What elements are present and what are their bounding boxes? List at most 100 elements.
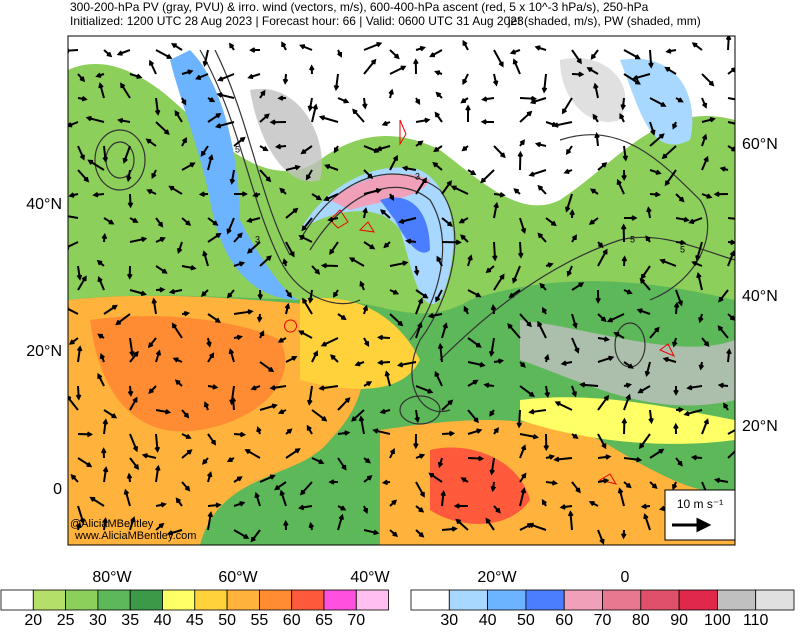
- colorbar-label: 70: [347, 612, 365, 629]
- wind-vector: [102, 418, 109, 435]
- wind-vector: [554, 401, 573, 411]
- wind-vector: [621, 255, 628, 267]
- wind-vector: [377, 359, 391, 366]
- wind-vector: [565, 193, 573, 213]
- wind-vector: [664, 66, 677, 75]
- colorbar-label: 45: [186, 612, 204, 629]
- wind-vector: [202, 457, 209, 465]
- wind-vector: [675, 457, 683, 467]
- wind-vector: [389, 193, 395, 202]
- wind-vector: [595, 289, 601, 304]
- latitude-label: 40°N: [742, 288, 778, 305]
- wind-vector: [363, 337, 370, 347]
- wind-vector: [154, 97, 161, 116]
- wind-vector: [727, 121, 735, 127]
- wind-vector: [389, 499, 398, 507]
- wind-vector: [129, 350, 139, 363]
- wind-vector: [519, 433, 539, 440]
- wind-vector: [207, 153, 214, 171]
- wind-vector: [256, 426, 262, 435]
- wind-vector: [434, 111, 443, 123]
- wind-vector: [413, 58, 419, 75]
- wind-vector: [519, 217, 527, 235]
- wind-vector: [597, 478, 610, 484]
- wind-vector: [282, 258, 288, 267]
- wind-vector: [155, 522, 165, 531]
- wind-vector: [488, 337, 495, 358]
- wind-vector: [671, 481, 678, 491]
- colorbar-swatch: [97, 589, 131, 611]
- wind-vector: [207, 97, 216, 103]
- wind-vector: [181, 310, 191, 317]
- wind-vector: [233, 431, 247, 438]
- wind-vector: [259, 403, 278, 411]
- wind-vector: [450, 185, 469, 195]
- contour-label: 3: [415, 171, 420, 181]
- wind-vector: [396, 361, 417, 368]
- wind-vector: [332, 289, 339, 298]
- wind-vector: [126, 472, 133, 483]
- wind-vector: [597, 529, 605, 545]
- wind-vector: [203, 401, 210, 411]
- wind-vector: [363, 41, 383, 51]
- wind-vector: [528, 169, 547, 177]
- wind-vector: [640, 265, 651, 280]
- wind-vector: [616, 178, 625, 195]
- longitude-label: 0: [621, 569, 630, 586]
- wind-vector: [216, 92, 235, 99]
- wind-vector: [281, 41, 287, 51]
- colorbar-label: 60: [555, 612, 573, 629]
- wind-vector: [571, 481, 581, 494]
- contour-label: 5: [235, 144, 240, 154]
- wind-vector: [539, 282, 547, 291]
- wind-vector: [68, 47, 79, 54]
- wind-vector: [623, 73, 641, 85]
- wind-vector: [485, 517, 495, 531]
- wind-vector: [675, 289, 683, 307]
- wind-vector: [129, 217, 139, 223]
- wind-vector: [415, 529, 425, 538]
- wind-vector: [285, 241, 295, 258]
- wind-vector: [519, 313, 532, 328]
- credit: www.AliciaMBentley.com: [74, 530, 196, 542]
- colorbar-swatch: [717, 589, 757, 611]
- wind-vector: [285, 164, 301, 171]
- wind-vector: [259, 361, 275, 373]
- colorbar-swatch: [525, 589, 565, 611]
- wind-vector: [75, 385, 82, 401]
- wind-vector: [129, 457, 140, 470]
- wind-vector: [363, 145, 380, 154]
- wind-vector: [181, 97, 187, 106]
- wind-vector: [606, 313, 625, 323]
- wind-vector: [640, 503, 651, 510]
- wind-vector: [127, 193, 134, 209]
- wind-vector: [311, 193, 322, 201]
- wind-vector: [198, 191, 209, 198]
- wind-vector: [463, 305, 469, 315]
- wind-vector: [620, 223, 627, 243]
- wind-vector: [379, 408, 391, 415]
- wind-vector: [727, 447, 735, 459]
- wind-vector: [252, 192, 261, 198]
- wind-vector: [89, 496, 105, 507]
- wind-vector: [76, 522, 82, 531]
- wind-vector: [644, 361, 651, 378]
- wind-vector: [441, 526, 458, 532]
- wind-vector: [537, 232, 547, 243]
- wind-vector: [427, 312, 443, 319]
- wind-vector: [181, 162, 196, 171]
- wind-vector: [415, 117, 431, 124]
- wind-vector: [129, 516, 136, 531]
- wind-vector: [467, 428, 483, 435]
- wind-vector: [492, 73, 499, 87]
- wind-vector: [695, 241, 703, 262]
- wind-vector: [148, 385, 157, 395]
- wind-vector: [120, 82, 131, 99]
- wind-vector: [147, 337, 157, 349]
- wind-vector: [441, 399, 454, 411]
- wind-vector: [675, 97, 684, 103]
- wind-vector: [428, 472, 443, 483]
- wind-vector: [541, 499, 547, 507]
- wind-vector: [579, 382, 599, 388]
- wind-vector: [307, 289, 314, 304]
